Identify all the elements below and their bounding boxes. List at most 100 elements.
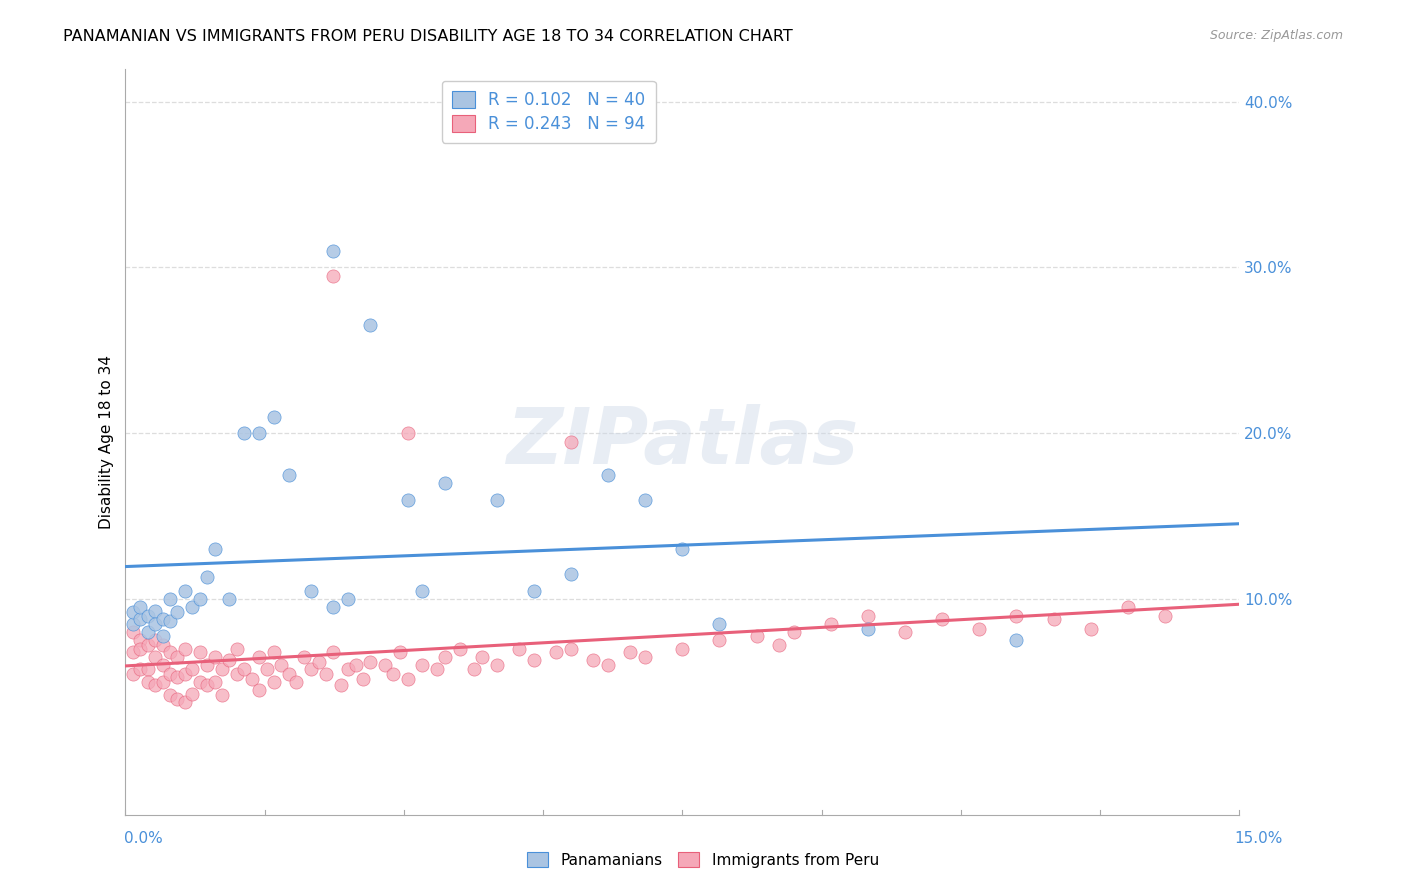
Point bbox=[322, 645, 344, 659]
Point bbox=[122, 645, 145, 659]
Point bbox=[374, 658, 396, 673]
Point bbox=[211, 662, 233, 676]
Point bbox=[560, 567, 582, 582]
Point bbox=[159, 645, 181, 659]
Point bbox=[381, 666, 404, 681]
Point bbox=[433, 475, 456, 490]
Point bbox=[263, 409, 285, 424]
Point bbox=[337, 592, 360, 607]
Point bbox=[173, 583, 195, 598]
Point bbox=[129, 641, 152, 656]
Point bbox=[426, 662, 449, 676]
Point bbox=[560, 434, 582, 449]
Point bbox=[143, 650, 166, 665]
Point bbox=[166, 650, 188, 665]
Point bbox=[396, 672, 419, 686]
Point bbox=[181, 600, 204, 615]
Point bbox=[360, 318, 382, 333]
Point bbox=[181, 662, 204, 676]
Point bbox=[969, 622, 991, 636]
Point bbox=[277, 467, 299, 482]
Point bbox=[129, 633, 152, 648]
Point bbox=[122, 605, 145, 619]
Point bbox=[560, 641, 582, 656]
Point bbox=[745, 628, 768, 642]
Point bbox=[195, 570, 218, 584]
Point bbox=[233, 426, 256, 441]
Point bbox=[285, 674, 308, 689]
Text: 0.0%: 0.0% bbox=[124, 831, 163, 846]
Point bbox=[204, 674, 226, 689]
Point bbox=[1005, 633, 1028, 648]
Point bbox=[433, 650, 456, 665]
Point bbox=[233, 662, 256, 676]
Point bbox=[129, 662, 152, 676]
Point bbox=[523, 653, 546, 667]
Point bbox=[856, 622, 879, 636]
Legend: R = 0.102   N = 40, R = 0.243   N = 94: R = 0.102 N = 40, R = 0.243 N = 94 bbox=[441, 80, 655, 143]
Point bbox=[136, 639, 159, 653]
Point bbox=[173, 641, 195, 656]
Point bbox=[709, 616, 731, 631]
Point bbox=[292, 650, 315, 665]
Point bbox=[463, 662, 485, 676]
Point bbox=[360, 655, 382, 669]
Point bbox=[173, 666, 195, 681]
Point bbox=[352, 672, 374, 686]
Point bbox=[152, 639, 174, 653]
Point bbox=[820, 616, 842, 631]
Y-axis label: Disability Age 18 to 34: Disability Age 18 to 34 bbox=[100, 354, 114, 529]
Point bbox=[1116, 600, 1139, 615]
Point bbox=[143, 616, 166, 631]
Point bbox=[211, 688, 233, 702]
Point bbox=[129, 600, 152, 615]
Point bbox=[188, 645, 211, 659]
Point bbox=[389, 645, 412, 659]
Point bbox=[523, 583, 546, 598]
Point bbox=[143, 633, 166, 648]
Point bbox=[166, 691, 188, 706]
Point bbox=[546, 645, 568, 659]
Point bbox=[329, 678, 352, 692]
Point bbox=[225, 641, 247, 656]
Point bbox=[322, 600, 344, 615]
Point bbox=[136, 674, 159, 689]
Point bbox=[396, 492, 419, 507]
Point bbox=[166, 670, 188, 684]
Point bbox=[299, 583, 322, 598]
Point bbox=[856, 608, 879, 623]
Point bbox=[322, 268, 344, 283]
Point bbox=[218, 592, 240, 607]
Point bbox=[181, 687, 204, 701]
Point bbox=[256, 662, 278, 676]
Point bbox=[166, 605, 188, 619]
Point bbox=[159, 614, 181, 628]
Point bbox=[122, 625, 145, 640]
Point bbox=[768, 639, 790, 653]
Point bbox=[322, 244, 344, 258]
Point bbox=[218, 653, 240, 667]
Point bbox=[159, 688, 181, 702]
Point bbox=[671, 542, 693, 557]
Point bbox=[143, 604, 166, 618]
Point bbox=[152, 674, 174, 689]
Point bbox=[411, 583, 433, 598]
Point bbox=[136, 625, 159, 640]
Point bbox=[411, 658, 433, 673]
Point bbox=[122, 666, 145, 681]
Point bbox=[240, 672, 263, 686]
Point bbox=[1005, 608, 1028, 623]
Point bbox=[247, 426, 270, 441]
Point bbox=[449, 641, 471, 656]
Point bbox=[315, 666, 337, 681]
Point bbox=[1080, 622, 1102, 636]
Point bbox=[263, 674, 285, 689]
Point bbox=[619, 645, 641, 659]
Point bbox=[122, 616, 145, 631]
Point bbox=[195, 658, 218, 673]
Point bbox=[634, 492, 657, 507]
Text: 15.0%: 15.0% bbox=[1234, 831, 1282, 846]
Text: ZIPatlas: ZIPatlas bbox=[506, 403, 859, 480]
Point bbox=[894, 625, 917, 640]
Text: PANAMANIAN VS IMMIGRANTS FROM PERU DISABILITY AGE 18 TO 34 CORRELATION CHART: PANAMANIAN VS IMMIGRANTS FROM PERU DISAB… bbox=[63, 29, 793, 45]
